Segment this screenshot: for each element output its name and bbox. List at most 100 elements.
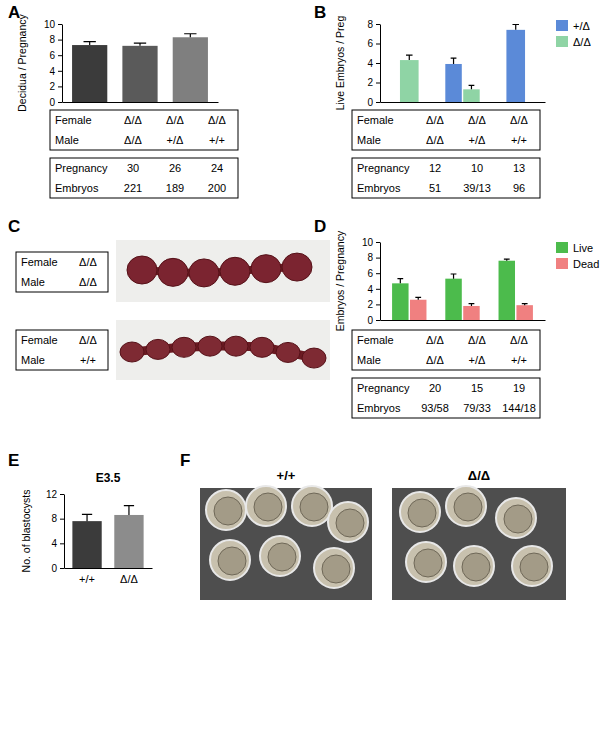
y-tick-mark [58,55,62,56]
panel-label: C [8,217,20,236]
y-axis-title: Decidua / Pregnancy [16,14,28,112]
photo-blastocyst-zona [210,540,250,580]
photo-uterus [224,336,248,356]
photo-blastocyst [322,555,350,583]
table-cell: 51 [429,182,441,194]
y-tick-label: 2 [367,77,373,88]
table-border [352,158,540,198]
table-row-label: Female [55,114,92,126]
panel: A0246810Decidua / PregnancyFemaleΔ/ΔΔ/ΔΔ… [8,3,238,198]
legend-swatch [556,258,568,269]
table-cell: 30 [127,162,139,174]
legend: +/Δ Δ/Δ [556,20,591,48]
y-axis-line [64,495,65,569]
photo-blastocyst-zona [314,548,354,588]
bar [114,515,143,568]
plot-marks [392,259,533,320]
table-cell: 19 [513,382,525,394]
table-row-label: Male [21,276,45,288]
error-bar [469,304,475,306]
y-tick-label: 2 [49,81,55,92]
photo-blastocyst [300,493,328,521]
error-bar [124,506,134,515]
error-bar [451,274,457,279]
y-tick-label: 4 [367,58,373,69]
photo-blastocyst-zona [454,546,494,586]
bar [72,521,101,568]
photo-blastocyst-zona [292,486,332,526]
legend-label: Δ/Δ [573,36,591,48]
panel: E04812+/+Δ/ΔNo. of blastocystsE3.5 [8,451,153,585]
legend: LiveDead [556,242,599,270]
photo-blastocyst-zona [206,490,246,530]
y-tick-mark [60,543,64,544]
legend-swatch [556,20,568,31]
photo-background [116,320,330,380]
table-border [16,330,108,370]
photo-blastocyst-zona [400,492,440,532]
photo-uterus [172,337,196,357]
y-tick-label: 8 [367,19,373,30]
error-bar [397,279,403,284]
table-row-label: Female [21,334,58,346]
y-tick-mark [60,568,64,569]
table-cell: 79/33 [463,402,491,414]
y-tick-label: 10 [44,19,56,30]
x-axis-line [381,102,546,103]
photo-background [116,240,330,302]
y-axis: 04812 [46,489,65,574]
table-border [50,158,238,198]
table-border [50,110,238,150]
y-tick: 4 [367,284,380,295]
y-tick-label: 10 [362,237,374,248]
photo-background [392,488,566,600]
photo-blastocyst [268,543,296,571]
photo-uterus [198,336,222,356]
x-tick-label: +/+ [79,573,95,585]
y-tick: 6 [49,50,62,61]
table-row-label: Embryos [357,182,401,194]
photo-blastocyst [504,505,532,533]
y-axis-line [380,243,381,321]
error-bar [184,34,196,38]
table-cell: Δ/Δ [468,334,486,346]
y-tick: 8 [49,34,62,45]
y-tick-mark [376,83,380,84]
legend-label: +/Δ [573,20,590,32]
y-tick-label: 6 [49,50,55,61]
photo-blastocyst [520,553,548,581]
bar [506,30,525,102]
table-cell: 221 [124,182,142,194]
table-cell: 12 [429,162,441,174]
table-row-label: Male [21,354,45,366]
y-axis-title: Embryos / Pregnancy [334,230,346,331]
bar [445,279,461,320]
x-axis-line [381,320,546,321]
table-row-label: Pregnancy [55,162,108,174]
x-axis-line [63,102,219,103]
y-tick-label: 4 [49,66,55,77]
photo-blastocyst-zona [246,486,286,526]
table-cell: 144/18 [502,402,536,414]
table-cell: +/Δ [469,134,486,146]
x-axis: +/+ Δ/Δ [65,569,153,586]
legend-label: Dead [573,258,599,270]
y-tick-label: 0 [49,97,55,108]
panel-label: D [314,217,326,236]
y-tick-mark [376,24,380,25]
y-axis-title: Live Embryos / Preg [334,16,346,111]
x-tick-label: Δ/Δ [120,573,138,585]
table-cell: Δ/Δ [510,334,528,346]
photo-blastocyst [414,549,442,577]
table-cell: Δ/Δ [79,256,97,268]
x-axis-line [65,568,153,569]
photo-blastocyst-zona [406,542,446,582]
table-cell: 96 [513,182,525,194]
y-tick-label: 0 [51,563,57,574]
photo-uterus [158,258,188,286]
table-cell: 24 [211,162,223,174]
photo-blastocyst-zona [446,486,486,526]
y-tick-mark [58,102,62,103]
y-tick-mark [376,44,380,45]
table-row-label: Pregnancy [357,162,410,174]
